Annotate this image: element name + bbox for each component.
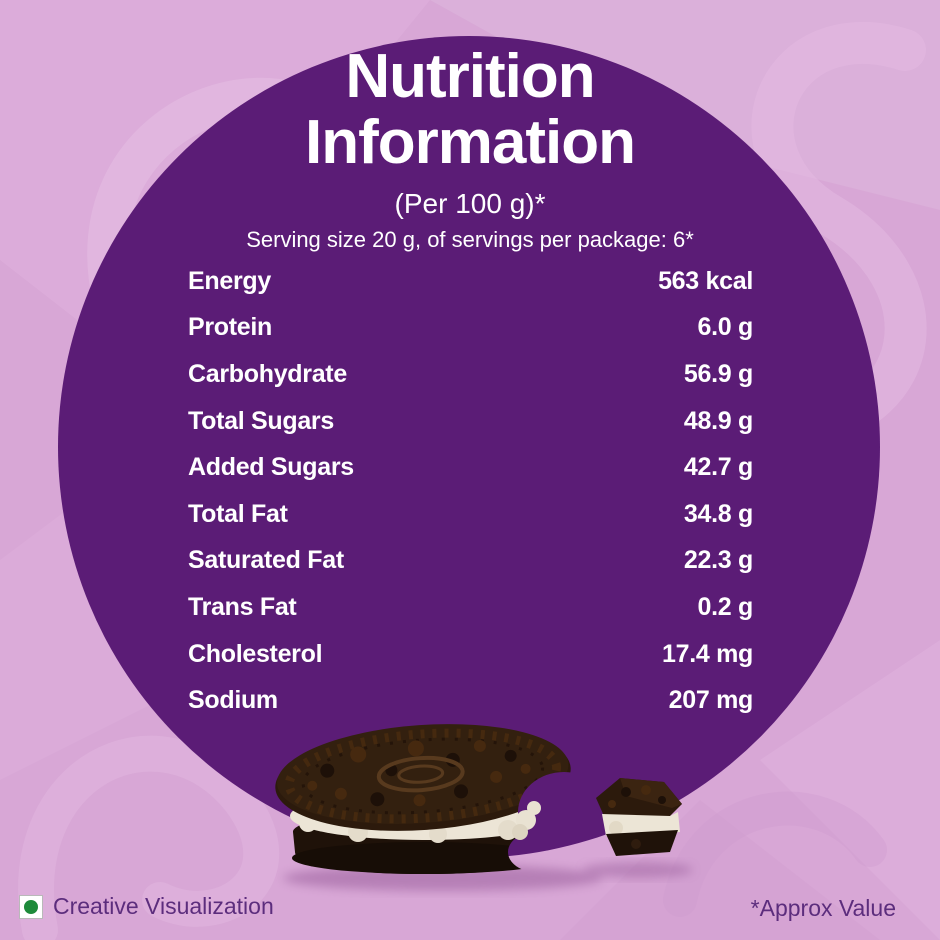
- main-cookie: [275, 724, 571, 874]
- nutrient-label: Added Sugars: [188, 453, 354, 482]
- nutrition-row: Carbohydrate 56.9 g: [188, 351, 753, 398]
- broken-cookie-piece: [596, 778, 682, 856]
- nutrient-label: Total Sugars: [188, 406, 334, 435]
- nutrient-value: 0.2 g: [697, 592, 754, 621]
- nutrient-value: 17.4 mg: [661, 639, 753, 668]
- title-line-2: Information: [305, 108, 636, 177]
- nutrient-label: Trans Fat: [188, 592, 297, 621]
- title-line-1: Nutrition: [345, 42, 595, 111]
- nutrient-value: 207 mg: [668, 686, 754, 715]
- nutrition-row: Sodium 207 mg: [188, 677, 753, 724]
- nutrient-label: Sodium: [188, 686, 278, 715]
- nutrition-row: Cholesterol 17.4 mg: [188, 631, 753, 678]
- nutrition-row: Added Sugars 42.7 g: [188, 444, 753, 491]
- nutrient-value: 22.3 g: [683, 546, 753, 575]
- veg-green-dot: [24, 899, 38, 914]
- nutrient-value: 34.8 g: [683, 499, 753, 528]
- nutrient-value: 48.9 g: [683, 406, 753, 435]
- nutrition-row: Total Fat 34.8 g: [188, 491, 753, 538]
- nutrient-label: Energy: [188, 266, 271, 295]
- creative-visualization-label: Creative Visualization: [53, 893, 274, 919]
- veg-mark-icon: [19, 894, 43, 919]
- nutrition-row: Total Sugars 48.9 g: [188, 398, 753, 445]
- nutrition-row: Trans Fat 0.2 g: [188, 584, 753, 631]
- serving-size-line: Serving size 20 g, of servings per packa…: [246, 227, 694, 252]
- nutrient-label: Protein: [188, 313, 273, 342]
- nutrient-label: Carbohydrate: [188, 359, 347, 388]
- nutrition-row: Energy 563 kcal: [188, 258, 753, 305]
- nutrient-label: Cholesterol: [188, 639, 323, 668]
- nutrient-value: 6.0 g: [697, 313, 754, 342]
- nutrient-value: 56.9 g: [683, 359, 753, 388]
- nutrition-row: Protein 6.0 g: [188, 305, 753, 352]
- purple-circle-panel: [58, 36, 880, 858]
- approx-value-label: *Approx Value: [750, 895, 896, 921]
- footer-left: Creative Visualization: [19, 893, 274, 920]
- page-title: Nutrition Information: [0, 44, 940, 176]
- nutrient-value: 42.7 g: [683, 453, 753, 482]
- cookie-image: [275, 724, 693, 891]
- nutrient-label: Saturated Fat: [188, 546, 344, 575]
- per-100g-subtitle: (Per 100 g)*: [394, 188, 546, 219]
- nutrient-label: Total Fat: [188, 499, 288, 528]
- nutrition-table: Energy 563 kcal Protein 6.0 g Carbohydra…: [188, 258, 753, 724]
- nutrient-value: 563 kcal: [658, 266, 753, 295]
- nutrition-row: Saturated Fat 22.3 g: [188, 538, 753, 585]
